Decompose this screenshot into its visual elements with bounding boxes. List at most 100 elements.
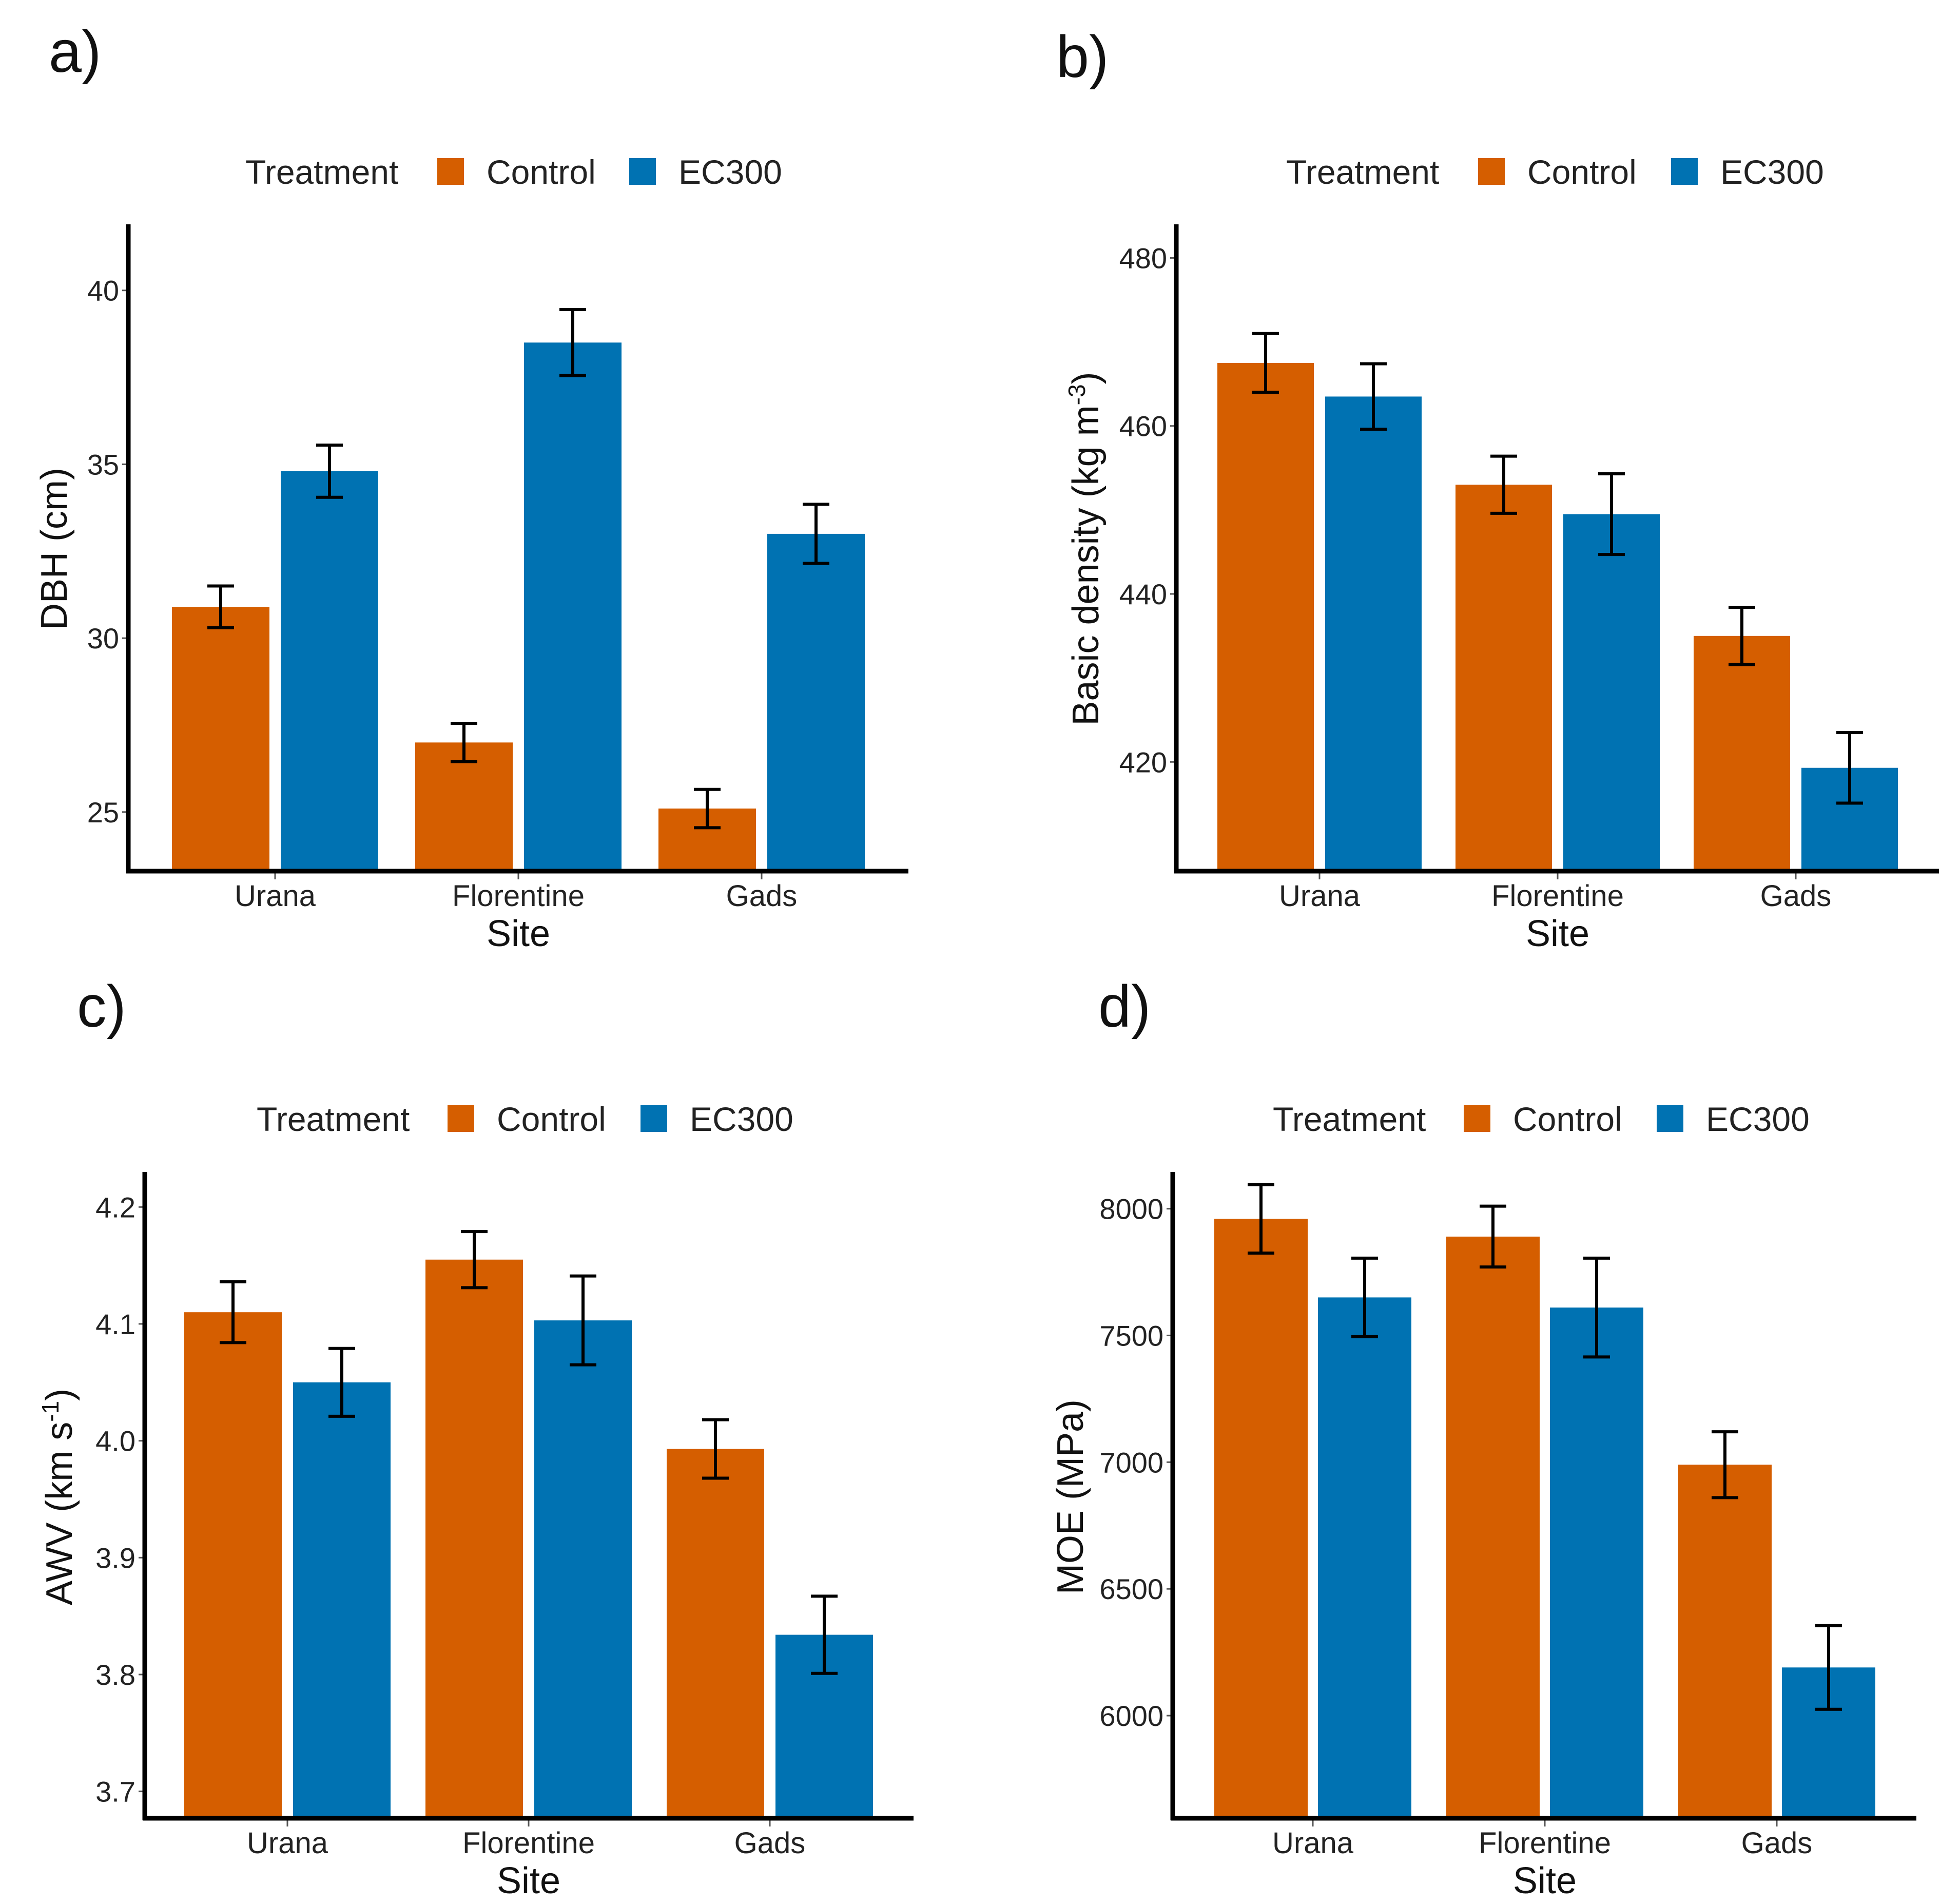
panel-b-y-axis-title: Basic density (kg m-3) <box>1063 372 1107 725</box>
legend-title: Treatment <box>245 153 398 191</box>
panel-c-error-bar-ec300 <box>328 1347 355 1418</box>
legend-swatch-control <box>1478 158 1505 185</box>
panel-c-label: c) <box>77 974 126 1040</box>
panel-b-bar-control <box>1217 363 1314 871</box>
panel-d-bar-control <box>1214 1219 1308 1818</box>
panel-d-x-tick-label: Urana <box>1272 1826 1354 1860</box>
legend-swatch-ec300 <box>641 1105 667 1132</box>
panel-c-y-axis-title: AWV (km s-1) <box>37 1389 80 1605</box>
legend-label-ec300: EC300 <box>1706 1100 1810 1138</box>
panel-b-bar-ec300 <box>1563 514 1660 871</box>
panel-a-label: a) <box>49 19 101 85</box>
panel-d-x-tick-label: Florentine <box>1479 1826 1611 1860</box>
panel-c-error-bar-control <box>220 1280 246 1344</box>
panel-a-x-tick-label: Urana <box>235 879 316 913</box>
panel-a-plot: 25 30 35 40 <box>87 275 865 879</box>
panel-b-error-bar-control <box>1252 332 1279 394</box>
panel-d-error-bar-ec300 <box>1583 1256 1610 1359</box>
panel-c-y-tick-label: 4.0 <box>95 1425 135 1457</box>
panel-a-y-tick-label: 30 <box>87 622 119 655</box>
panel-b-bar-control <box>1694 636 1790 871</box>
panel-b-x-axis-title: Site <box>1526 913 1589 954</box>
panel-c: c) Treatment Control EC300 3.7 3.8 3.9 4.0 4… <box>37 974 914 1901</box>
panel-c-bar-control <box>184 1312 282 1818</box>
panel-b-bar-ec300 <box>1325 396 1422 871</box>
panel-a-bar-ec300 <box>281 471 378 871</box>
panel-b-plot: 420 440 460 480 <box>1119 242 1898 879</box>
legend-title: Treatment <box>1286 153 1439 191</box>
legend-label-ec300: EC300 <box>678 153 782 191</box>
panel-c-bar-ec300 <box>293 1382 391 1818</box>
panel-c-y-tick-label: 3.8 <box>95 1659 135 1691</box>
panel-c-y-tick-label: 3.7 <box>95 1776 135 1808</box>
legend-label-control: Control <box>1527 153 1637 191</box>
panel-a-error-bar-control <box>207 584 234 629</box>
panel-d-error-bar-ec300 <box>1815 1624 1842 1711</box>
panel-a-bar-control <box>172 607 269 871</box>
panel-d-bar-control <box>1446 1236 1540 1818</box>
panel-d-y-tick-label: 8000 <box>1099 1193 1163 1225</box>
legend-label-ec300: EC300 <box>1720 153 1824 191</box>
panel-d-legend: Treatment Control EC300 <box>1273 1100 1810 1138</box>
panel-a-bar-control <box>415 742 513 871</box>
legend-swatch-control <box>1464 1105 1490 1132</box>
panel-a-y-tick-label: 35 <box>87 448 119 480</box>
panel-a-error-bar-ec300 <box>803 503 829 565</box>
legend-swatch-ec300 <box>629 158 656 185</box>
panel-a-y-tick-label: 40 <box>87 275 119 307</box>
panel-c-bar-control <box>667 1449 764 1818</box>
panel-b-legend: Treatment Control EC300 <box>1286 153 1824 191</box>
panel-a-error-bar-control <box>694 787 721 830</box>
panel-b-label: b) <box>1056 24 1109 90</box>
panel-a-x-tick-label: Florentine <box>452 879 585 913</box>
panel-a-x-tick-label: Gads <box>726 879 798 913</box>
panel-b-error-bar-ec300 <box>1360 362 1387 431</box>
panel-b-error-bar-ec300 <box>1598 472 1625 556</box>
legend-label-control: Control <box>1513 1100 1622 1138</box>
legend-label-control: Control <box>487 153 596 191</box>
panel-d-y-axis-title: MOE (MPa) <box>1050 1399 1091 1594</box>
panel-c-error-bar-ec300 <box>811 1594 838 1675</box>
panel-a-bar-ec300 <box>524 342 622 872</box>
panel-c-bar-control <box>425 1259 523 1818</box>
panel-b: b) Treatment Control EC300 420440460480 … <box>1056 24 1939 954</box>
panel-a-x-axis-title: Site <box>487 913 550 954</box>
panel-b-y-tick-label: 440 <box>1119 578 1167 610</box>
panel-c-x-tick-label: Urana <box>247 1826 328 1860</box>
panel-b-y-tick-label: 460 <box>1119 410 1167 443</box>
panel-d-plot: 6000 6500 7000 7500 8000 <box>1099 1183 1875 1826</box>
panel-c-legend: Treatment Control EC300 <box>257 1100 793 1138</box>
panel-a: a) Treatment Control EC300 25 30 35 40 Uran… <box>34 19 908 954</box>
panel-d-y-tick-label: 7000 <box>1099 1446 1163 1478</box>
panel-b-error-bar-ec300 <box>1836 731 1863 805</box>
panel-a-y-tick-label: 25 <box>87 796 119 829</box>
panel-b-error-bar-control <box>1729 606 1755 666</box>
legend-label-ec300: EC300 <box>690 1100 793 1138</box>
panel-b-x-tick-label: Gads <box>1760 879 1832 913</box>
panel-a-error-bar-ec300 <box>316 444 343 499</box>
panel-a-y-axis-title: DBH (cm) <box>34 468 75 630</box>
panel-c-x-tick-label: Florentine <box>462 1826 595 1860</box>
panel-d-label: d) <box>1098 974 1151 1040</box>
legend-title: Treatment <box>257 1100 410 1138</box>
panel-a-error-bar-ec300 <box>559 307 586 377</box>
legend-title: Treatment <box>1273 1100 1426 1138</box>
legend-swatch-ec300 <box>1657 1105 1683 1132</box>
panel-c-x-tick-label: Gads <box>734 1826 806 1860</box>
legend-label-control: Control <box>497 1100 606 1138</box>
panel-a-legend: Treatment Control EC300 <box>245 153 782 191</box>
panel-c-x-axis-title: Site <box>497 1860 560 1901</box>
panel-c-plot: 3.7 3.8 3.9 4.0 4.1 4.2 <box>95 1191 873 1826</box>
panel-b-y-tick-label: 420 <box>1119 746 1167 778</box>
panel-b-y-tick-label: 480 <box>1119 242 1167 274</box>
panel-d-error-bar-control <box>1480 1204 1506 1269</box>
panel-d-error-bar-control <box>1712 1430 1738 1499</box>
legend-swatch-control <box>437 158 464 185</box>
panel-d-bar-control <box>1678 1465 1772 1818</box>
panel-c-bar-ec300 <box>534 1320 632 1818</box>
panel-d-bar-ec300 <box>1550 1307 1643 1818</box>
panel-b-error-bar-control <box>1490 454 1517 515</box>
panel-c-error-bar-ec300 <box>570 1274 596 1367</box>
panel-d: d) Treatment Control EC300 6000 6500 7000 7… <box>1050 974 1916 1901</box>
